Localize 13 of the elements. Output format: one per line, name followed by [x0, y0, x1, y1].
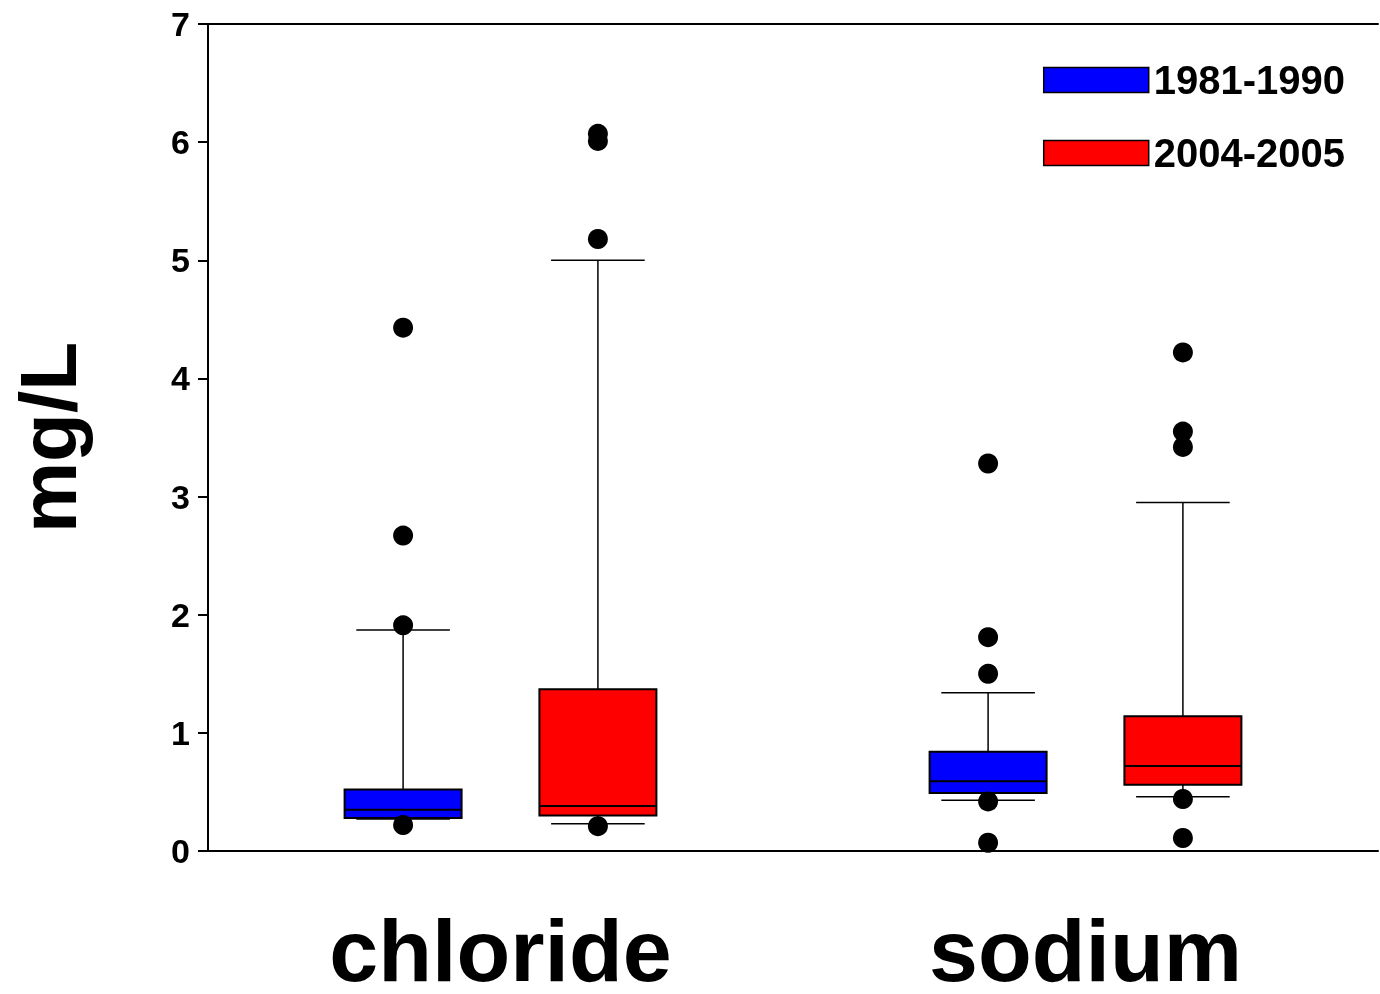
legend-label: 2004-2005 [1153, 131, 1346, 175]
legend-label: 1981-1990 [1153, 58, 1346, 102]
y-tick-label: 2 [171, 595, 190, 634]
y-tick-label: 0 [171, 832, 190, 870]
x-tick-label: chloride [329, 900, 672, 994]
y-tick-label: 6 [171, 123, 190, 162]
y-tick-label: 7 [171, 5, 190, 43]
y-axis-title: mg/L [3, 341, 93, 534]
y-tick-label: 3 [171, 477, 190, 516]
x-tick-label: sodium [929, 900, 1242, 994]
y-tick-label: 1 [171, 713, 190, 752]
y-tick-label: 5 [171, 241, 190, 280]
y-tick-label: 4 [171, 359, 191, 398]
